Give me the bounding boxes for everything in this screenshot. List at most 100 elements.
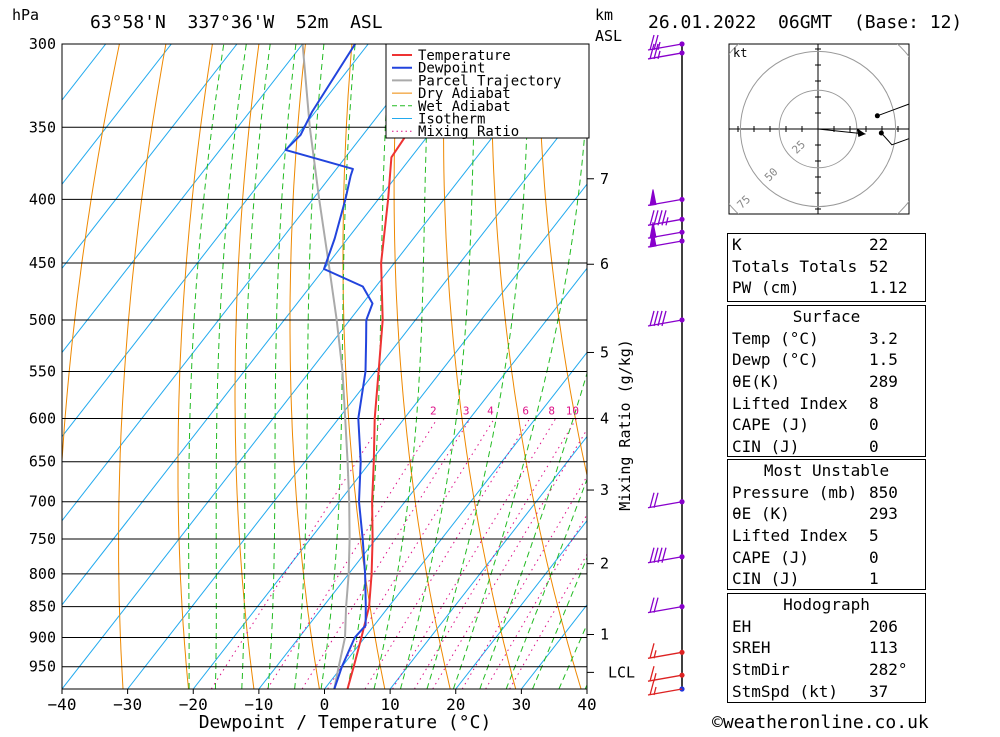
surface-row: Dewp (°C) 1.5	[728, 349, 925, 371]
index-row-pw: PW (cm) 1.12	[728, 277, 925, 299]
wet-adiabat-line	[506, 44, 722, 689]
mixing-ratio-label: 20	[633, 404, 646, 417]
wind-barb	[648, 189, 685, 205]
wind-barb-shaft	[648, 557, 682, 563]
height-tick-label: 1	[600, 626, 609, 644]
mixing-ratio-label: 10	[566, 404, 579, 417]
datetime-title: 26.01.2022 06GMT (Base: 12)	[648, 12, 962, 33]
index-value: 0	[869, 414, 921, 436]
surface-title: Surface	[728, 306, 925, 328]
indices-panel-surface: Surface Temp (°C) 3.2 Dewp (°C) 1.5 θE(K…	[727, 305, 926, 457]
pressure-tick-label: 750	[29, 530, 56, 548]
wind-barb-shaft	[648, 320, 682, 326]
mixing-ratio-label: 3	[463, 404, 470, 417]
surface-row: CIN (J) 0	[728, 436, 925, 458]
dry-adiabat-line	[57, 44, 120, 689]
index-label: StmSpd (kt)	[732, 681, 838, 703]
index-label: θE (K)	[732, 503, 790, 525]
pressure-unit-label: hPa	[12, 6, 39, 24]
wind-barb	[648, 680, 685, 695]
mixing-ratio-line	[302, 419, 470, 690]
index-row-k: K 22	[728, 234, 925, 256]
pressure-tick-label: 450	[29, 254, 56, 272]
hodograph-unit-label: kt	[733, 46, 747, 60]
x-axis-label: Dewpoint / Temperature (°C)	[199, 712, 492, 733]
wet-adiabat-line	[453, 44, 591, 689]
mixing-ratio-axis-label: Mixing Ratio (g/kg)	[616, 339, 634, 511]
index-value: 282°	[869, 659, 921, 681]
index-value: 3.2	[869, 328, 921, 350]
height-tick-label: 2	[600, 555, 609, 573]
x-tick-label: 30	[512, 695, 531, 714]
dry-adiabat-line	[119, 44, 166, 689]
surface-row: θE(K) 289	[728, 371, 925, 393]
index-label: StmDir	[732, 659, 790, 681]
height-tick-label: 5	[600, 343, 609, 361]
wind-barb	[648, 598, 685, 613]
isotherm-line	[0, 44, 434, 689]
index-label: Lifted Index	[732, 393, 848, 415]
dry-adiabat-line	[178, 44, 212, 689]
index-label: Totals Totals	[732, 256, 857, 278]
pressure-tick-label: 550	[29, 362, 56, 380]
pressure-tick-label: 350	[29, 118, 56, 136]
index-value: 0	[869, 436, 921, 458]
index-label: PW (cm)	[732, 277, 799, 299]
wind-barb	[648, 311, 685, 326]
height-tick-label: LCL	[608, 663, 635, 681]
mixing-ratio-line	[462, 419, 621, 690]
wind-barb	[648, 548, 685, 563]
hodograph-row: SREH 113	[728, 637, 925, 659]
index-label: CAPE (J)	[732, 414, 809, 436]
wet-adiabat-line	[321, 44, 355, 689]
wet-adiabat-line	[268, 44, 296, 689]
wind-barb	[648, 231, 685, 247]
index-value: 289	[869, 371, 921, 393]
index-label: θE(K)	[732, 371, 780, 393]
index-label: Temp (°C)	[732, 328, 819, 350]
index-label: CAPE (J)	[732, 547, 809, 569]
pressure-tick-label: 600	[29, 409, 56, 427]
wind-barb	[648, 643, 685, 658]
indices-panel-most-unstable: Most Unstable Pressure (mb) 850 θE (K) 2…	[727, 459, 926, 590]
isotherm-line	[0, 44, 171, 689]
surface-row: Lifted Index 8	[728, 393, 925, 415]
parcel-trajectory-line	[303, 44, 350, 689]
index-label: SREH	[732, 637, 771, 659]
location-title: 63°58'N 337°36'W 52m ASL	[90, 12, 383, 33]
isotherm-line	[0, 44, 499, 689]
index-value: 850	[869, 482, 921, 504]
index-value: 113	[869, 637, 921, 659]
index-value: 37	[869, 681, 921, 703]
dry-adiabat-line	[585, 44, 713, 689]
wind-barb-feather	[650, 643, 654, 658]
index-value: 206	[869, 616, 921, 638]
wind-barb-pennant	[650, 189, 656, 205]
wind-barb-half-feather	[658, 42, 660, 50]
x-tick-label: 40	[577, 695, 596, 714]
index-label: CIN (J)	[732, 568, 799, 590]
hodograph-start-dot	[875, 113, 880, 118]
pressure-tick-label: 650	[29, 453, 56, 471]
mixing-ratio-label: 4	[487, 404, 494, 417]
index-value: 1.5	[869, 349, 921, 371]
index-value: 0	[869, 547, 921, 569]
hodograph-end-dot	[879, 130, 884, 135]
wind-barb-shaft	[648, 689, 682, 695]
mixing-ratio-line	[510, 419, 666, 690]
wet-adiabat-line	[242, 44, 270, 689]
surface-row: Temp (°C) 3.2	[728, 328, 925, 350]
index-label: Dewp (°C)	[732, 349, 819, 371]
index-row-totals: Totals Totals 52	[728, 256, 925, 278]
index-value: 5	[869, 525, 921, 547]
indices-panel-hodograph: Hodograph EH 206 SREH 113 StmDir 282° St…	[727, 593, 926, 703]
plot-frame	[62, 44, 587, 689]
height-tick-label: 7	[600, 170, 609, 188]
pressure-tick-label: 900	[29, 629, 56, 647]
indices-panel-basic: K 22 Totals Totals 52 PW (cm) 1.12	[727, 233, 926, 302]
pressure-tick-label: 950	[29, 658, 56, 676]
wind-barb-shaft	[648, 53, 682, 59]
